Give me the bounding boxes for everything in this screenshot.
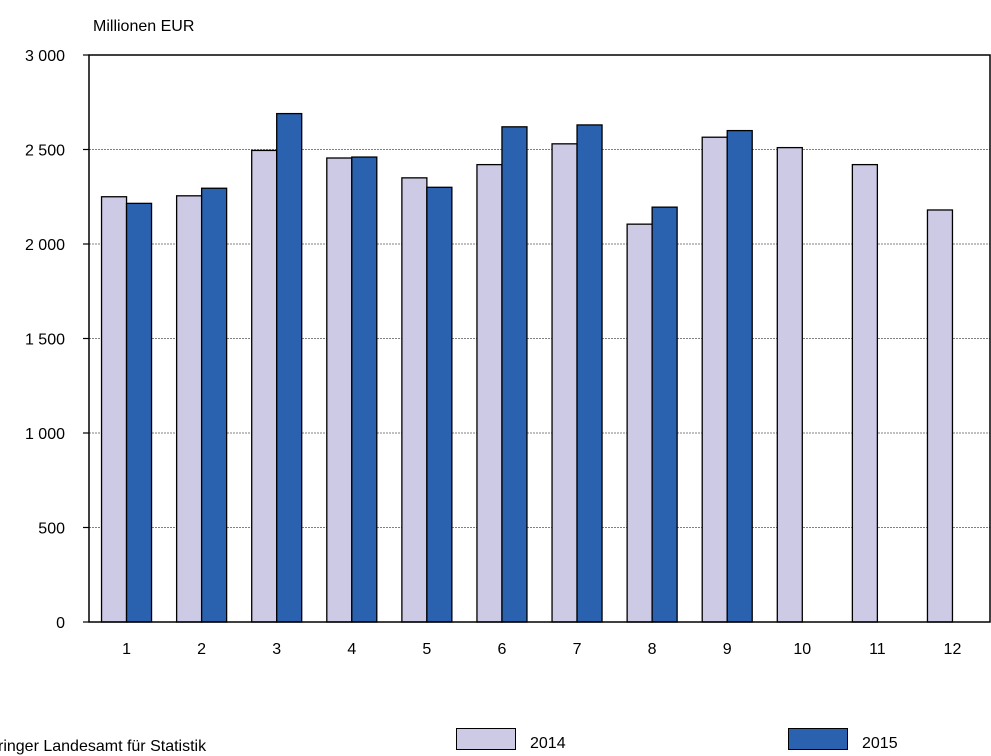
x-tick-label: 6	[498, 641, 507, 658]
bar-2014-11	[851, 163, 879, 623]
bar-2015-1	[125, 202, 153, 623]
bars	[100, 112, 954, 623]
y-tick-label: 500	[38, 521, 65, 538]
x-tick-label: 8	[648, 641, 657, 658]
source-note: ringer Landesamt für Statistik	[0, 738, 207, 755]
x-tick-label: 10	[793, 641, 811, 658]
x-tick-label: 5	[422, 641, 431, 658]
bar-2014-4	[326, 157, 353, 623]
bar-2014-1	[100, 196, 128, 623]
x-tick-label: 9	[723, 641, 732, 658]
bar-2015-4	[351, 156, 378, 623]
bar-2015-9	[726, 129, 753, 623]
legend-label-2014: 2014	[530, 735, 566, 752]
bar-2014-8	[626, 223, 653, 623]
x-tick-label: 12	[944, 641, 962, 658]
bar-2015-6	[501, 126, 528, 623]
bar-2015-7	[576, 124, 603, 623]
gridlines	[89, 149, 990, 528]
y-tick-label: 3 000	[25, 48, 65, 65]
bar-2015-8	[651, 206, 678, 623]
bar-2014-3	[251, 149, 278, 623]
x-axis: 1 2 3 4 5 6 7 8 9 10 11 12	[122, 641, 961, 658]
x-tick-label: 3	[272, 641, 281, 658]
bar-2014-10	[776, 146, 803, 623]
legend-swatch-2015	[788, 728, 848, 750]
bar-2015-2	[200, 187, 228, 623]
y-axis: 0 500 1 000 1 500 2 000 2 500 3 000	[25, 48, 89, 632]
y-tick-label: 1 000	[25, 426, 65, 443]
bar-2015-5	[426, 186, 453, 623]
bar-2015-3	[276, 112, 303, 623]
y-tick-label: 1 500	[25, 332, 65, 349]
x-tick-label: 7	[573, 641, 582, 658]
x-tick-label: 1	[122, 641, 131, 658]
legend-swatch-2014	[456, 728, 516, 750]
bar-2014-2	[175, 195, 203, 623]
y-tick-label: 2 000	[25, 237, 65, 254]
x-tick-label: 11	[869, 641, 886, 658]
x-tick-label: 4	[347, 641, 356, 658]
bar-2014-5	[401, 177, 428, 623]
y-tick-label: 2 500	[25, 143, 65, 160]
y-axis-unit-label: Millionen EUR	[93, 18, 195, 35]
x-tick-label: 2	[197, 641, 206, 658]
legend-label-2015: 2015	[862, 735, 898, 752]
bar-2014-12	[926, 209, 954, 623]
bar-2014-7	[551, 143, 578, 623]
y-tick-label: 0	[56, 615, 65, 632]
bar-2014-6	[476, 163, 503, 623]
bar-2014-9	[701, 136, 728, 623]
